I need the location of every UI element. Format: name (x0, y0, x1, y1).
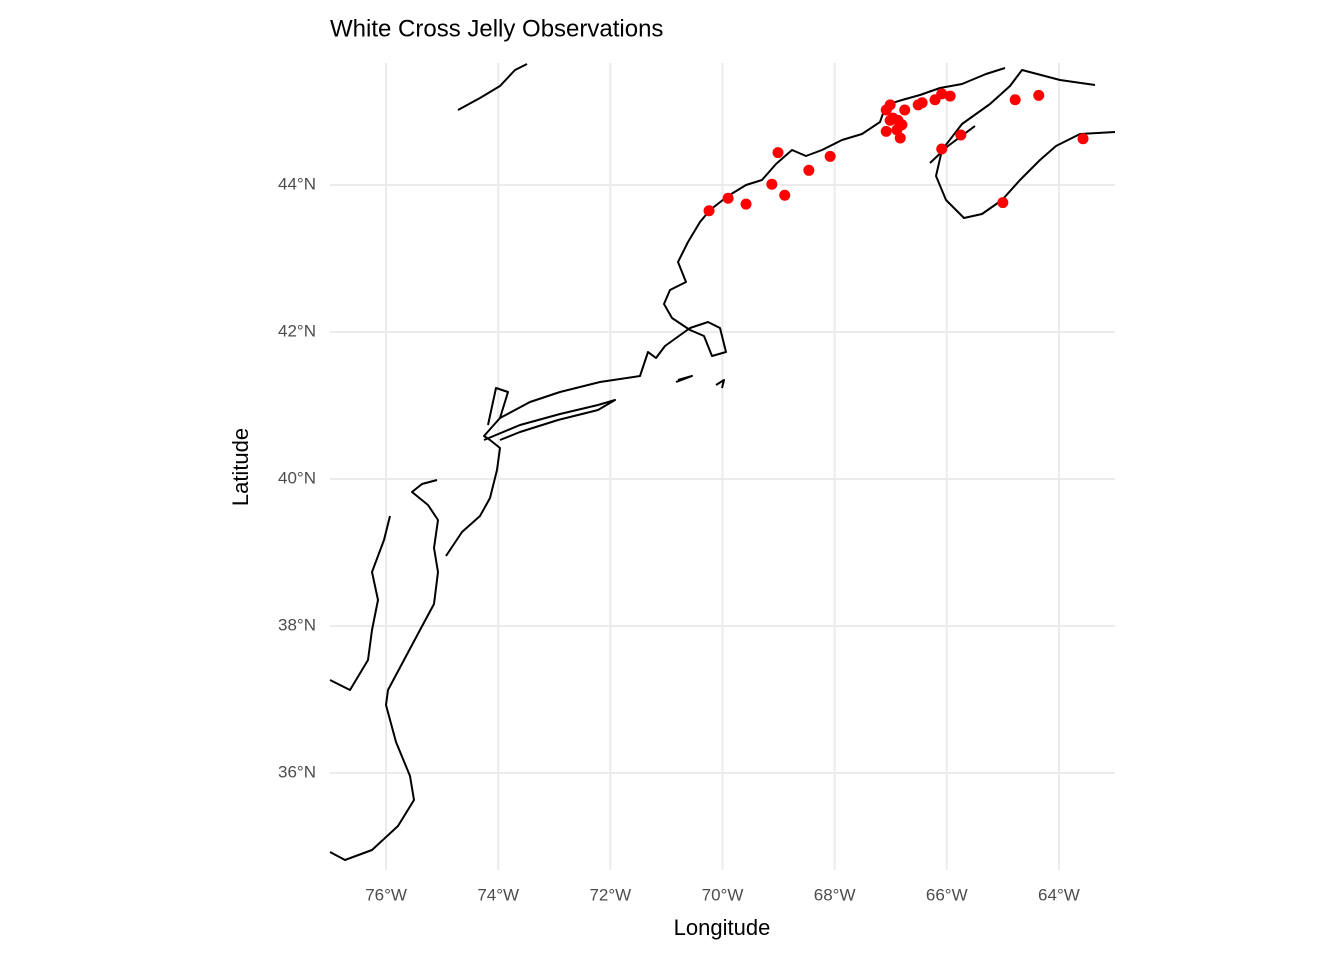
y-tick-label: 36°N (278, 762, 316, 781)
chart-title: White Cross Jelly Observations (330, 15, 663, 42)
x-tick-label: 74°W (477, 885, 519, 904)
observation-point (1077, 133, 1089, 145)
observation-point (1009, 94, 1021, 106)
observation-point (944, 90, 956, 102)
coastline (329, 479, 439, 861)
y-axis-label: Latitude (228, 428, 253, 506)
y-tick-label: 42°N (278, 321, 316, 340)
observation-point (997, 197, 1009, 209)
x-tick-label: 68°W (814, 885, 856, 904)
observation-point (892, 114, 904, 126)
observation-point (936, 143, 948, 155)
x-tick-label: 76°W (365, 885, 407, 904)
observation-point (766, 178, 778, 190)
observation-point (884, 99, 896, 111)
observation-point (740, 198, 752, 210)
coastline (445, 387, 509, 557)
coastline (935, 69, 1116, 219)
x-axis-label: Longitude (674, 915, 771, 940)
observation-point (772, 147, 784, 159)
observation-point (955, 129, 967, 141)
y-tick-label: 40°N (278, 468, 316, 487)
coastline (457, 63, 528, 111)
observation-point (824, 150, 836, 162)
observation-point (884, 114, 896, 126)
coastline (483, 399, 616, 441)
y-tick-label: 44°N (278, 174, 316, 193)
x-tick-label: 64°W (1038, 885, 1080, 904)
y-tick-label: 38°N (278, 615, 316, 634)
observation-point (803, 164, 815, 176)
observation-point (916, 97, 928, 109)
x-tick-label: 70°W (702, 885, 744, 904)
observation-point (703, 205, 715, 217)
x-tick-label: 66°W (926, 885, 968, 904)
observation-point (936, 88, 948, 100)
coastline (499, 67, 1006, 419)
observation-point (894, 132, 906, 144)
points (703, 88, 1089, 217)
coastline (715, 379, 725, 389)
observation-point (779, 189, 791, 201)
observation-point (899, 104, 911, 116)
x-tick-label: 72°W (589, 885, 631, 904)
observation-point (1033, 89, 1045, 101)
coastline (329, 515, 391, 691)
observation-point (722, 192, 734, 204)
coastline (675, 375, 693, 383)
coastline (929, 125, 976, 164)
observation-point (880, 125, 892, 137)
grid (330, 63, 1115, 870)
